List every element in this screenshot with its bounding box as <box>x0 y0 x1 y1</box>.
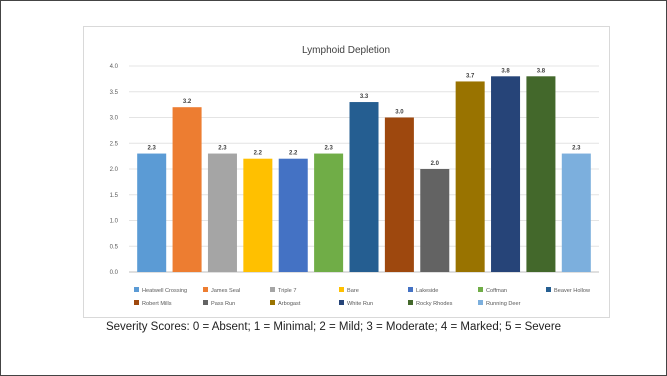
legend-label: Coffman <box>486 288 507 294</box>
legend-swatch <box>339 287 344 292</box>
legend: Heatwell Crossing James Seal Triple 7 Bare L… <box>134 287 591 307</box>
legend-label: Rocky Rhodes <box>416 301 453 307</box>
bar-triple-7 <box>207 153 237 272</box>
legend-item: Bare <box>339 287 359 294</box>
legend-item: White Run <box>339 300 373 307</box>
legend-swatch <box>134 287 139 292</box>
bars <box>137 76 591 272</box>
legend-item: Coffman <box>478 287 507 294</box>
data-label: 2.2 <box>289 151 298 157</box>
legend-label: Bare <box>347 288 359 294</box>
data-label: 2.2 <box>254 151 263 157</box>
data-label: 3.7 <box>466 73 475 79</box>
legend-item: Pass Run <box>203 300 235 307</box>
y-tick-label: 0.0 <box>110 270 119 276</box>
data-labels: 2.3 3.2 2.3 2.2 2.2 2.3 3.3 3.0 2.0 3.7 3.8 3.8 2.3 <box>148 68 582 167</box>
legend-label: Heatwell Crossing <box>142 288 187 294</box>
legend-swatch <box>203 287 208 292</box>
data-label: 3.8 <box>501 68 510 74</box>
bar-heatwell-crossing <box>137 153 167 272</box>
legend-label: Arbogast <box>278 301 301 307</box>
data-label: 3.2 <box>183 99 192 105</box>
legend-swatch <box>478 300 483 305</box>
bar-coffman <box>314 153 344 272</box>
lymphoid-depletion-chart: Lymphoid Depletion 0.0 0.5 1.0 1.5 2.0 2.5 3.0… <box>110 45 599 307</box>
legend-swatch <box>203 300 208 305</box>
legend-label: Running Deer <box>486 301 521 307</box>
y-tick-label: 3.5 <box>110 90 119 96</box>
data-label: 3.0 <box>395 110 404 116</box>
legend-swatch <box>134 300 139 305</box>
data-label: 2.3 <box>218 146 227 152</box>
legend-label: Lakeside <box>416 288 438 294</box>
bar-pass-run <box>420 169 450 272</box>
y-tick-label: 4.0 <box>110 64 119 70</box>
legend-item: Lakeside <box>408 287 438 294</box>
legend-label: White Run <box>347 301 373 307</box>
bar-running-deer <box>561 153 591 272</box>
bar-rocky-rhodes <box>526 76 556 272</box>
legend-swatch <box>270 287 275 292</box>
legend-item: James Seal <box>203 287 240 294</box>
y-tick-label: 2.5 <box>110 141 119 147</box>
legend-item: Running Deer <box>478 300 521 307</box>
legend-item: Triple 7 <box>270 287 296 294</box>
bar-james-seal <box>172 107 202 272</box>
y-tick-label: 0.5 <box>110 244 119 250</box>
legend-swatch <box>546 287 551 292</box>
y-tick-label: 2.0 <box>110 167 119 173</box>
legend-swatch <box>408 287 413 292</box>
y-tick-label: 3.0 <box>110 116 119 122</box>
data-label: 2.0 <box>431 161 440 167</box>
data-label: 2.3 <box>148 146 157 152</box>
y-tick-label: 1.5 <box>110 193 119 199</box>
legend-label: Triple 7 <box>278 288 296 294</box>
legend-swatch <box>408 300 413 305</box>
legend-swatch <box>270 300 275 305</box>
y-tick-label: 1.0 <box>110 219 119 225</box>
bar-lakeside <box>278 158 308 272</box>
legend-label: Beaver Hollow <box>554 288 591 294</box>
legend-item: Rocky Rhodes <box>408 300 453 307</box>
legend-swatch <box>339 300 344 305</box>
legend-label: Pass Run <box>211 301 235 307</box>
legend-item: Robert Mills <box>134 300 172 307</box>
severity-footnote: Severity Scores: 0 = Absent; 1 = Minimal… <box>105 321 562 333</box>
y-axis-ticks: 0.0 0.5 1.0 1.5 2.0 2.5 3.0 3.5 4.0 <box>110 64 119 276</box>
chart-frame: Lymphoid Depletion 0.0 0.5 1.0 1.5 2.0 2.5 3.0… <box>83 26 610 318</box>
chart-title: Lymphoid Depletion <box>302 45 390 56</box>
legend-item: Heatwell Crossing <box>134 287 187 294</box>
data-label: 2.3 <box>324 146 333 152</box>
legend-swatch <box>478 287 483 292</box>
legend-label: Robert Mills <box>142 301 172 307</box>
bar-white-run <box>491 76 521 272</box>
legend-item: Arbogast <box>270 300 301 307</box>
legend-item: Beaver Hollow <box>546 287 591 294</box>
bar-arbogast <box>455 81 485 272</box>
data-label: 2.3 <box>572 146 581 152</box>
data-label: 3.8 <box>537 68 546 74</box>
bar-bare <box>243 158 273 272</box>
legend-label: James Seal <box>211 288 240 294</box>
bar-beaver-hollow <box>349 102 379 272</box>
data-label: 3.3 <box>360 94 369 100</box>
bar-robert-mills <box>384 117 414 272</box>
